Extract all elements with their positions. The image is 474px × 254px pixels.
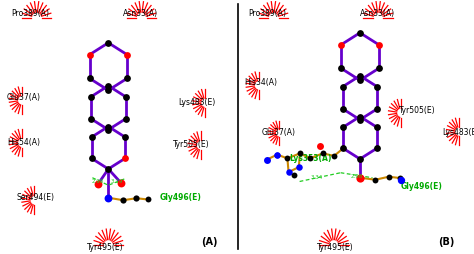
Point [396,176,403,180]
Point [86,53,93,57]
Point [122,95,129,99]
Text: Asn33(A): Asn33(A) [123,9,158,18]
Point [374,107,381,111]
Point [87,95,95,99]
Point [337,67,345,71]
Text: Pro389(A): Pro389(A) [248,9,286,18]
Point [105,42,112,46]
Point [290,173,298,177]
Point [122,117,129,121]
Point [356,118,364,122]
Point [105,128,112,132]
Point [339,147,347,151]
Text: Lys483(E): Lys483(E) [178,98,215,107]
Point [121,157,129,161]
Point [295,165,302,169]
Point [374,85,381,89]
Text: Glu37(A): Glu37(A) [7,93,41,102]
Point [273,153,281,157]
Point [105,125,112,129]
Point [296,152,304,156]
Point [263,158,271,162]
Point [330,154,338,158]
Text: Gly496(E): Gly496(E) [160,192,201,201]
Point [319,152,327,156]
Text: (A): (A) [201,236,218,246]
Point [337,43,345,47]
Text: Glu37(A): Glu37(A) [262,128,296,136]
Point [372,178,379,182]
Text: His34(A): His34(A) [244,78,277,87]
Point [375,67,383,71]
Point [356,79,364,83]
Point [117,181,125,185]
Point [283,157,291,161]
Point [285,170,292,174]
Text: Tyr505(E): Tyr505(E) [399,105,435,114]
Point [133,196,140,200]
Point [105,84,112,88]
Point [317,144,324,148]
Point [144,198,152,202]
Text: Tyr505(E): Tyr505(E) [173,140,210,149]
Point [339,125,347,130]
Text: His54(A): His54(A) [7,137,40,146]
Text: 3.34: 3.34 [310,175,323,180]
Point [86,77,93,81]
Point [121,136,129,140]
Point [119,198,127,202]
Text: 2.98: 2.98 [92,179,104,183]
Point [375,43,383,47]
Point [105,89,112,93]
Text: Pro389(A): Pro389(A) [11,9,50,18]
Point [373,147,381,151]
Text: Lys353(A): Lys353(A) [289,154,332,163]
Point [87,117,95,121]
Text: Tyr495(E): Tyr495(E) [87,242,123,251]
Text: Tyr495(E): Tyr495(E) [317,242,353,251]
Point [105,196,112,200]
Point [385,175,392,179]
Point [94,182,102,186]
Point [123,53,131,57]
Point [339,85,346,89]
Text: Gly496(E): Gly496(E) [401,181,443,190]
Text: (B): (B) [438,236,455,246]
Point [397,179,404,183]
Point [356,176,364,180]
Text: 2.98: 2.98 [350,173,363,178]
Point [88,157,95,161]
Point [373,125,381,130]
Point [273,153,281,157]
Point [88,136,95,140]
Point [123,77,131,81]
Text: Lys483(E): Lys483(E) [442,128,474,136]
Text: Asn33(A): Asn33(A) [360,9,395,18]
Point [339,107,346,111]
Point [356,157,364,161]
Point [356,115,364,119]
Point [356,74,364,78]
Point [306,157,314,161]
Text: 3.19: 3.19 [110,179,123,183]
Point [356,31,364,36]
Text: Ser494(E): Ser494(E) [16,192,54,201]
Point [105,167,112,171]
